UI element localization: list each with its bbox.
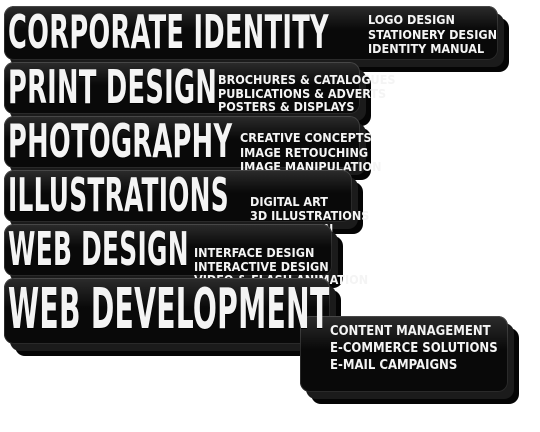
- service-detail: E-MAIL CAMPAIGNS: [330, 359, 498, 372]
- service-detail: STATIONERY DESIGN: [368, 29, 497, 42]
- service-detail: LOGO DESIGN: [368, 14, 497, 27]
- service-detail: CONTENT MANAGEMENT: [330, 325, 498, 338]
- service-details: CREATIVE CONCEPTS IMAGE RETOUCHING IMAGE…: [240, 132, 382, 174]
- service-detail: CREATIVE CONCEPTS: [240, 132, 382, 145]
- service-title: ILLUSTRATIONS: [8, 172, 229, 218]
- service-title: WEB DEVELOPMENT: [8, 282, 329, 338]
- service-detail: IMAGE RETOUCHING: [240, 147, 382, 160]
- service-title: PHOTOGRAPHY: [8, 118, 232, 164]
- service-detail: BROCHURES & CATALOGUES: [218, 74, 395, 87]
- service-detail: E-COMMERCE SOLUTIONS: [330, 342, 498, 355]
- service-detail: IDENTITY MANUAL: [368, 43, 497, 56]
- service-details: CONTENT MANAGEMENT E-COMMERCE SOLUTIONS …: [330, 325, 498, 372]
- service-details: BROCHURES & CATALOGUES PUBLICATIONS & AD…: [218, 74, 395, 114]
- service-details: LOGO DESIGN STATIONERY DESIGN IDENTITY M…: [368, 14, 497, 56]
- service-title: CORPORATE IDENTITY: [8, 9, 329, 55]
- service-detail: DIGITAL ART: [250, 196, 369, 209]
- service-detail: POSTERS & DISPLAYS: [218, 101, 395, 114]
- service-title: PRINT DESIGN: [8, 64, 217, 110]
- service-detail: INTERFACE DESIGN: [194, 247, 368, 260]
- service-title: WEB DESIGN: [8, 226, 189, 272]
